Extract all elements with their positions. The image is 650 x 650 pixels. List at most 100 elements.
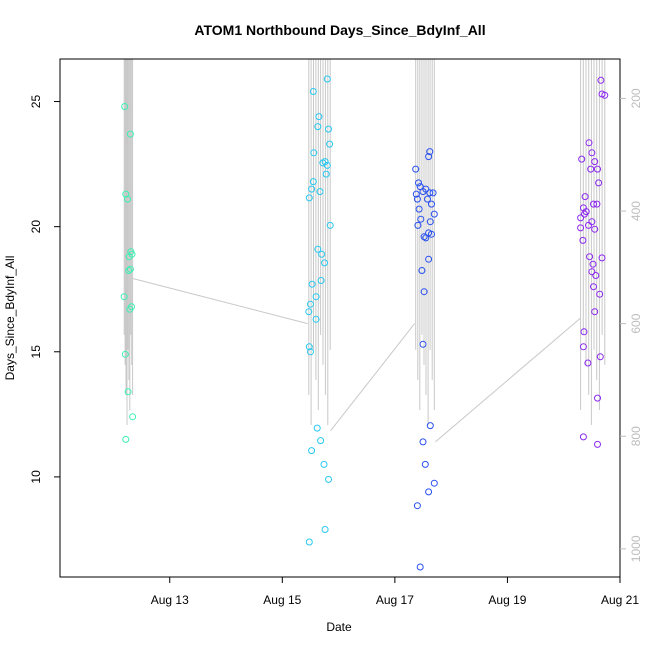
data-point xyxy=(585,139,593,147)
data-point xyxy=(325,125,332,133)
data-point xyxy=(590,200,597,208)
data-point xyxy=(308,185,316,193)
data-point xyxy=(424,195,431,203)
data-point xyxy=(578,155,586,163)
data-point xyxy=(429,189,437,197)
data-point xyxy=(413,502,421,510)
data-point xyxy=(323,161,331,169)
data-point xyxy=(307,300,314,308)
data-point xyxy=(421,460,429,468)
data-point xyxy=(309,178,317,186)
data-point xyxy=(312,293,320,301)
y-axis: 10 15 20 25 xyxy=(29,95,60,484)
data-point xyxy=(312,315,320,323)
data-point xyxy=(314,123,322,131)
data-point xyxy=(317,277,325,284)
data-point xyxy=(412,190,420,198)
data-point xyxy=(315,113,323,121)
x-tick-label: Aug 15 xyxy=(263,593,301,607)
data-point xyxy=(310,149,318,157)
data-point xyxy=(412,165,420,173)
x-tick-label: Aug 19 xyxy=(488,593,526,607)
data-point xyxy=(308,447,316,455)
data-point xyxy=(415,179,422,187)
y2-tick-label: 800 xyxy=(629,426,643,446)
data-point xyxy=(593,200,601,208)
data-point xyxy=(321,158,329,166)
trace-connector xyxy=(330,323,415,431)
data-point xyxy=(590,283,597,291)
data-point xyxy=(316,188,324,196)
data-point xyxy=(305,308,313,316)
data-point xyxy=(305,538,313,546)
data-point xyxy=(124,195,131,203)
y2-axis: 200 400 600 800 1000 xyxy=(620,88,643,562)
x-tick-label: Aug 17 xyxy=(376,593,414,607)
data-point xyxy=(307,348,314,356)
data-point xyxy=(586,253,594,261)
data-point xyxy=(588,149,596,157)
data-point xyxy=(129,413,137,421)
data-point xyxy=(321,259,328,267)
data-point xyxy=(121,350,129,358)
data-point xyxy=(326,221,334,229)
data-point xyxy=(322,170,330,178)
data-point xyxy=(305,343,313,351)
data-point xyxy=(415,205,423,213)
y2-tick-label: 600 xyxy=(629,313,643,333)
x-tick-label: Aug 13 xyxy=(151,593,189,607)
data-point xyxy=(579,236,587,244)
y2-tick-label: 1000 xyxy=(629,535,643,562)
data-point xyxy=(597,76,605,84)
data-point xyxy=(426,189,434,197)
data-point xyxy=(588,268,596,276)
y-axis-label: Days_Since_BdyInf_All xyxy=(3,256,17,381)
data-point xyxy=(581,193,589,201)
data-point xyxy=(326,140,334,148)
data-point xyxy=(120,293,128,301)
data-point xyxy=(126,305,134,313)
data-point xyxy=(320,460,328,468)
y-tick-label: 15 xyxy=(29,345,43,359)
data-point xyxy=(577,224,585,232)
data-point xyxy=(317,437,325,445)
data-point xyxy=(419,340,427,348)
data-point xyxy=(417,215,425,223)
data-point xyxy=(321,526,329,533)
data-point xyxy=(305,194,313,202)
data-point xyxy=(414,221,422,229)
data-point xyxy=(426,148,434,156)
data-point xyxy=(430,210,438,218)
data-point xyxy=(589,260,597,268)
data-point xyxy=(420,233,428,241)
y-tick-label: 25 xyxy=(29,95,43,109)
data-point xyxy=(425,255,433,263)
data-point xyxy=(422,234,430,242)
data-point xyxy=(428,230,435,238)
data-points xyxy=(120,75,609,571)
data-point xyxy=(419,438,427,446)
data-point xyxy=(318,250,326,258)
data-point xyxy=(420,288,428,296)
data-point xyxy=(580,328,588,336)
data-point xyxy=(598,254,606,262)
data-point xyxy=(314,245,322,253)
data-point xyxy=(425,488,433,496)
x-axis: Aug 13 Aug 15 Aug 17 Aug 19 Aug 21 xyxy=(151,577,639,607)
data-point xyxy=(579,433,587,441)
data-point xyxy=(426,422,434,430)
data-point xyxy=(587,165,595,173)
plot-frame xyxy=(59,58,621,578)
data-point xyxy=(430,479,438,487)
data-point xyxy=(594,394,601,402)
data-point xyxy=(128,250,136,258)
data-point xyxy=(126,265,134,273)
data-point xyxy=(309,88,317,95)
data-point xyxy=(426,218,434,226)
data-point xyxy=(425,153,433,161)
data-point xyxy=(323,75,331,83)
x-axis-label: Date xyxy=(326,620,352,634)
data-point xyxy=(122,435,130,443)
data-point xyxy=(416,563,424,571)
